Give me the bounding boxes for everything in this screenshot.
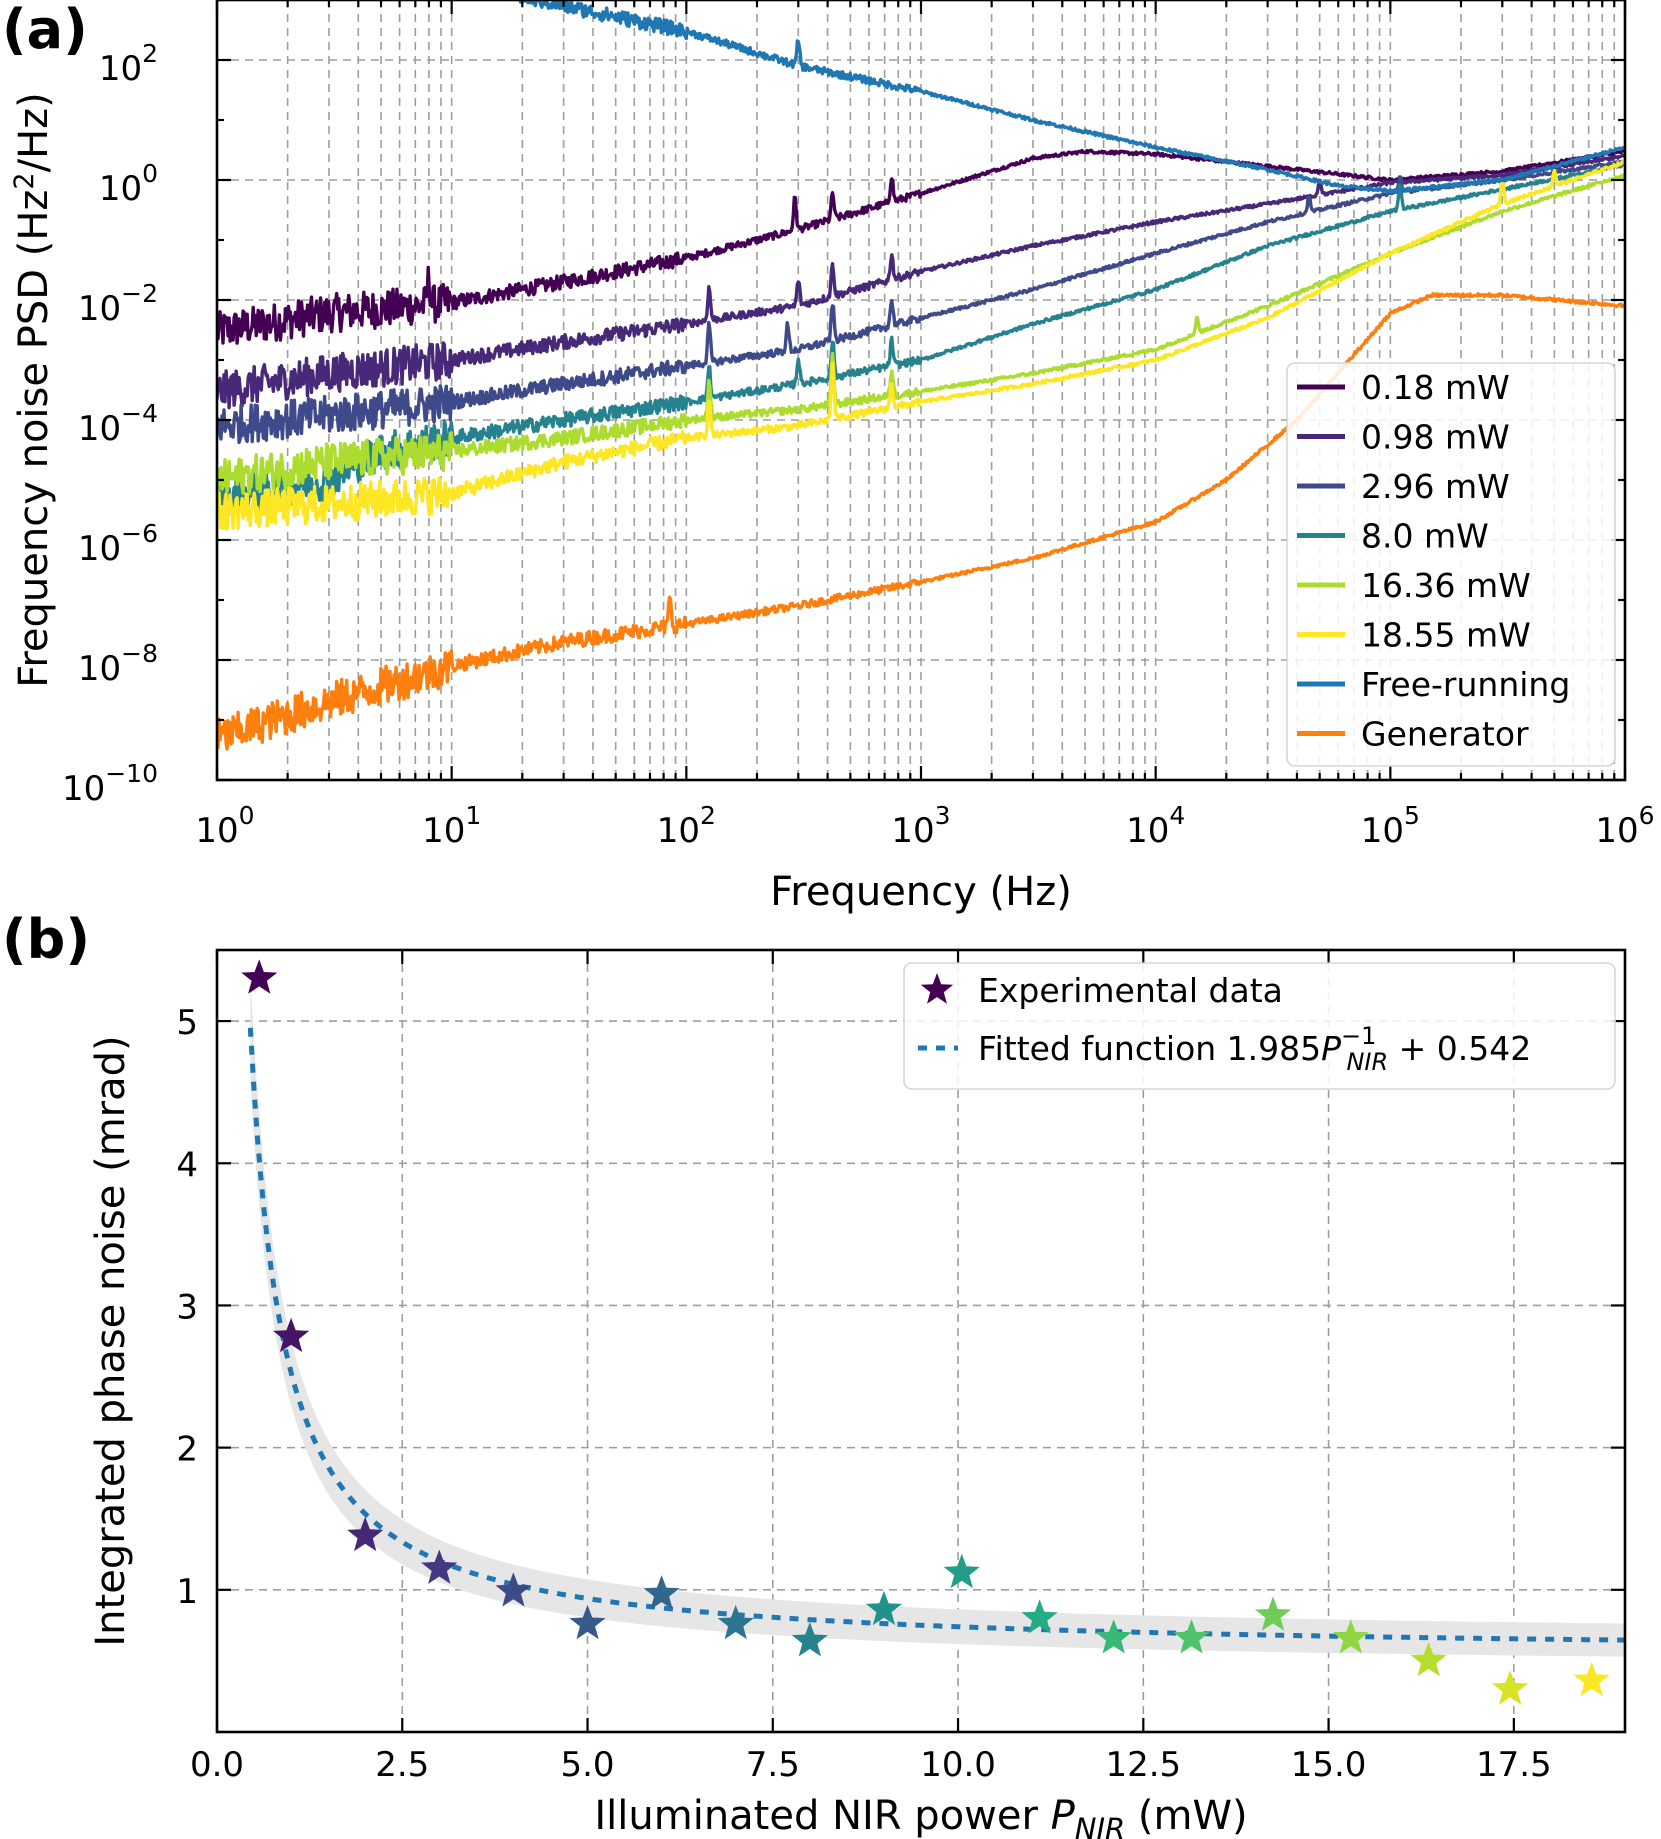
series-line-3 [217,161,1625,517]
legend-entry-label: 16.36 mW [1361,566,1531,605]
x-tick-label: 100 [195,801,254,851]
data-point-star [1173,1619,1210,1654]
data-point-star [347,1516,384,1552]
panel-b-ticks: 0.0 2.5 5.0 7.5 10.0 12.5 15.0 17.5 1 2 3 4 5 [176,950,1625,1785]
series-line-6 [442,0,1625,195]
legend-entry-label: 8.0 mW [1361,517,1489,556]
x-tick-label: 102 [657,801,716,851]
x-tick-label: 10.0 [920,1745,996,1785]
panel-a-series [217,0,1625,751]
legend-fitted-function: Fitted function 1.985P−1 NIR + 0.542 [978,1022,1531,1076]
y-tick-label: 10−2 [78,279,158,329]
x-tick-label: 0.0 [190,1745,244,1785]
data-point-star [791,1622,828,1657]
panel-a-grid [217,0,1625,780]
series-line-0 [217,148,1625,345]
panel-b-x-label-symbol: P [1051,1793,1076,1839]
legend-entry-label: 2.96 mW [1361,467,1510,506]
series-line-5 [217,159,1625,531]
panel-b-legend: Experimental data Fitted function 1.985P… [903,962,1616,1090]
fitted-function-line [247,1027,1625,1643]
data-point-star [1254,1596,1292,1631]
y-tick-label: 10−8 [78,639,158,689]
panel-a-y-label-post: /Hz) [11,92,57,172]
y-tick-label: 10−4 [78,399,158,449]
x-tick-label: 106 [1595,801,1654,851]
experimental-data-points [241,959,1610,1705]
legend-fit-post: + 0.542 [1388,1029,1531,1068]
x-tick-label: 15.0 [1291,1745,1367,1785]
panel-b-frame [215,948,1627,1734]
legend-entry-label: Generator [1361,715,1529,754]
legend-fit-symbol: P [1321,1029,1341,1068]
legend-experimental-data: Experimental data [978,971,1283,1010]
x-tick-label: 101 [422,801,481,851]
panel-b-x-label-post: (mW) [1125,1793,1247,1839]
x-tick-label: 103 [891,801,950,851]
data-point-star [421,1549,458,1584]
x-tick-label: 5.0 [560,1745,614,1785]
legend-entry-label: 18.55 mW [1361,616,1531,655]
data-point-star [1492,1670,1529,1705]
x-tick-label: 12.5 [1105,1745,1181,1785]
panel-b-x-label-sub: NIR [1075,1812,1125,1839]
legend-fit-sub: NIR [1346,1048,1388,1076]
y-tick-label: 3 [176,1287,198,1327]
panel-a-y-axis-label: Frequency noise PSD (Hz2/Hz) [9,92,57,688]
panel-b-legend-box [903,962,1616,1090]
data-point-star [1021,1599,1058,1634]
x-tick-label: 105 [1361,801,1420,851]
legend-entry-label: 0.98 mW [1361,418,1510,457]
y-tick-label: 5 [176,1003,198,1043]
data-point-star [495,1572,532,1607]
y-tick-label: 102 [99,39,158,89]
legend-entry-label: 0.18 mW [1361,368,1510,407]
data-point-star [643,1575,680,1610]
y-tick-label: 10−6 [78,519,158,569]
data-point-star [569,1604,606,1640]
y-tick-label: 100 [99,159,158,209]
series-line-7 [217,292,1625,751]
panel-a-y-label-pre: Frequency noise PSD (Hz [11,190,57,688]
panel-a-psd-chart: 100 101 102 103 104 105 106 10−10 10−8 10−6 10−4 10… [2,0,1655,915]
panel-b-label: (b) [2,908,90,971]
panel-a-legend-box [1286,362,1616,767]
panel-b-phase-noise-chart: 0.0 2.5 5.0 7.5 10.0 12.5 15.0 17.5 1 2 3 4 5 (b) Il… [2,908,1627,1839]
y-tick-label: 2 [176,1430,198,1470]
x-tick-label: 7.5 [746,1745,800,1785]
y-tick-label: 10−10 [62,759,158,809]
panel-b-y-axis-label: Integrated phase noise (mrad) [88,1035,134,1646]
data-point-star [943,1553,980,1589]
panel-a-y-label-sup: 2 [9,172,40,189]
x-tick-label: 2.5 [375,1745,429,1785]
x-tick-label: 104 [1126,801,1185,851]
data-point-star [1410,1641,1447,1677]
panel-a-legend: 0.18 mW 0.98 mW 2.96 mW 8.0 mW 16.36 mW 18.55… [1286,362,1616,767]
x-tick-label: 17.5 [1476,1745,1552,1785]
panel-b-x-label-pre: Illuminated NIR power [594,1793,1050,1839]
data-point-star [1573,1661,1610,1697]
data-point-star [717,1604,754,1640]
data-point-star [865,1590,902,1626]
series-line-1 [217,153,1625,410]
data-point-star [273,1317,310,1353]
y-tick-label: 1 [176,1572,198,1612]
data-point-star [1332,1619,1369,1654]
panel-a-x-axis-label: Frequency (Hz) [770,869,1072,915]
y-tick-label: 4 [176,1145,198,1185]
panel-b-x-axis-label: Illuminated NIR power PNIR (mW) [594,1793,1247,1839]
data-point-star [241,959,278,994]
panel-a-label: (a) [2,0,88,61]
data-point-star [1095,1619,1132,1654]
legend-fit-pre: Fitted function 1.985 [978,1029,1321,1068]
legend-fit-sup: −1 [1341,1022,1376,1050]
legend-star-marker [920,973,954,1004]
panel-a-ticks: 100 101 102 103 104 105 106 10−10 10−8 10−6 10−4 10… [62,0,1655,851]
legend-entry-label: Free-running [1361,665,1570,704]
